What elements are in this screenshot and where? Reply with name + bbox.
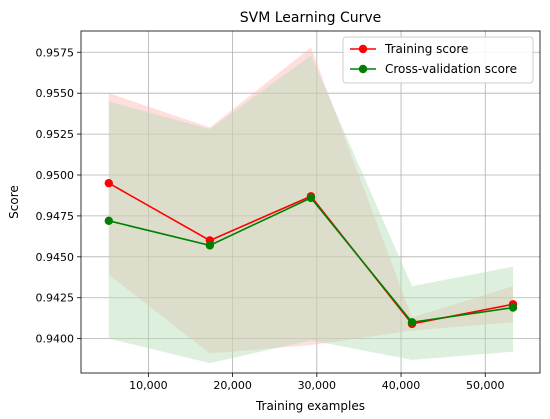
y-axis-ticks: 0.9400 0.9425 0.9450 0.9475 0.9500 0.9525 0.95… (36, 46, 81, 346)
y-tick-label: 0.9575 (36, 46, 75, 59)
y-tick-label: 0.9500 (36, 169, 75, 182)
legend-label-1: Cross-validation score (385, 62, 517, 76)
legend-box (342, 36, 534, 84)
y-tick-label: 0.9525 (36, 128, 75, 141)
x-tick-label: 40,000 (382, 379, 421, 392)
series-lines (104, 178, 518, 329)
y-tick-label: 0.9450 (36, 251, 75, 264)
x-axis-ticks: 10,000 20,000 30,000 40,000 50,000 (129, 373, 505, 392)
plot-frame (80, 30, 541, 374)
chart-title: SVM Learning Curve (240, 10, 382, 26)
legend-label-0: Training score (384, 42, 468, 56)
x-tick-label: 30,000 (298, 379, 337, 392)
band-series-1 (108, 55, 514, 364)
legend-marker-0 (358, 44, 368, 54)
x-tick-label: 10,000 (129, 379, 168, 392)
y-tick-label: 0.9475 (36, 210, 75, 223)
point-series-0 (104, 178, 113, 188)
legend-marker-1 (358, 64, 368, 74)
x-axis-label: Training examples (255, 399, 365, 413)
point-series-1 (407, 318, 417, 327)
point-series-1 (205, 241, 215, 250)
point-series-1 (306, 193, 316, 203)
grid (81, 31, 540, 373)
y-tick-label: 0.9425 (36, 292, 75, 305)
point-series-1 (508, 303, 518, 312)
x-tick-label: 50,000 (466, 379, 505, 392)
y-tick-label: 0.9550 (36, 87, 75, 100)
y-tick-label: 0.9400 (36, 333, 75, 346)
x-tick-label: 20,000 (213, 379, 252, 392)
point-series-1 (104, 216, 113, 226)
legend: Training score Cross-validation score (342, 36, 534, 84)
y-axis-label: Score (7, 185, 21, 219)
